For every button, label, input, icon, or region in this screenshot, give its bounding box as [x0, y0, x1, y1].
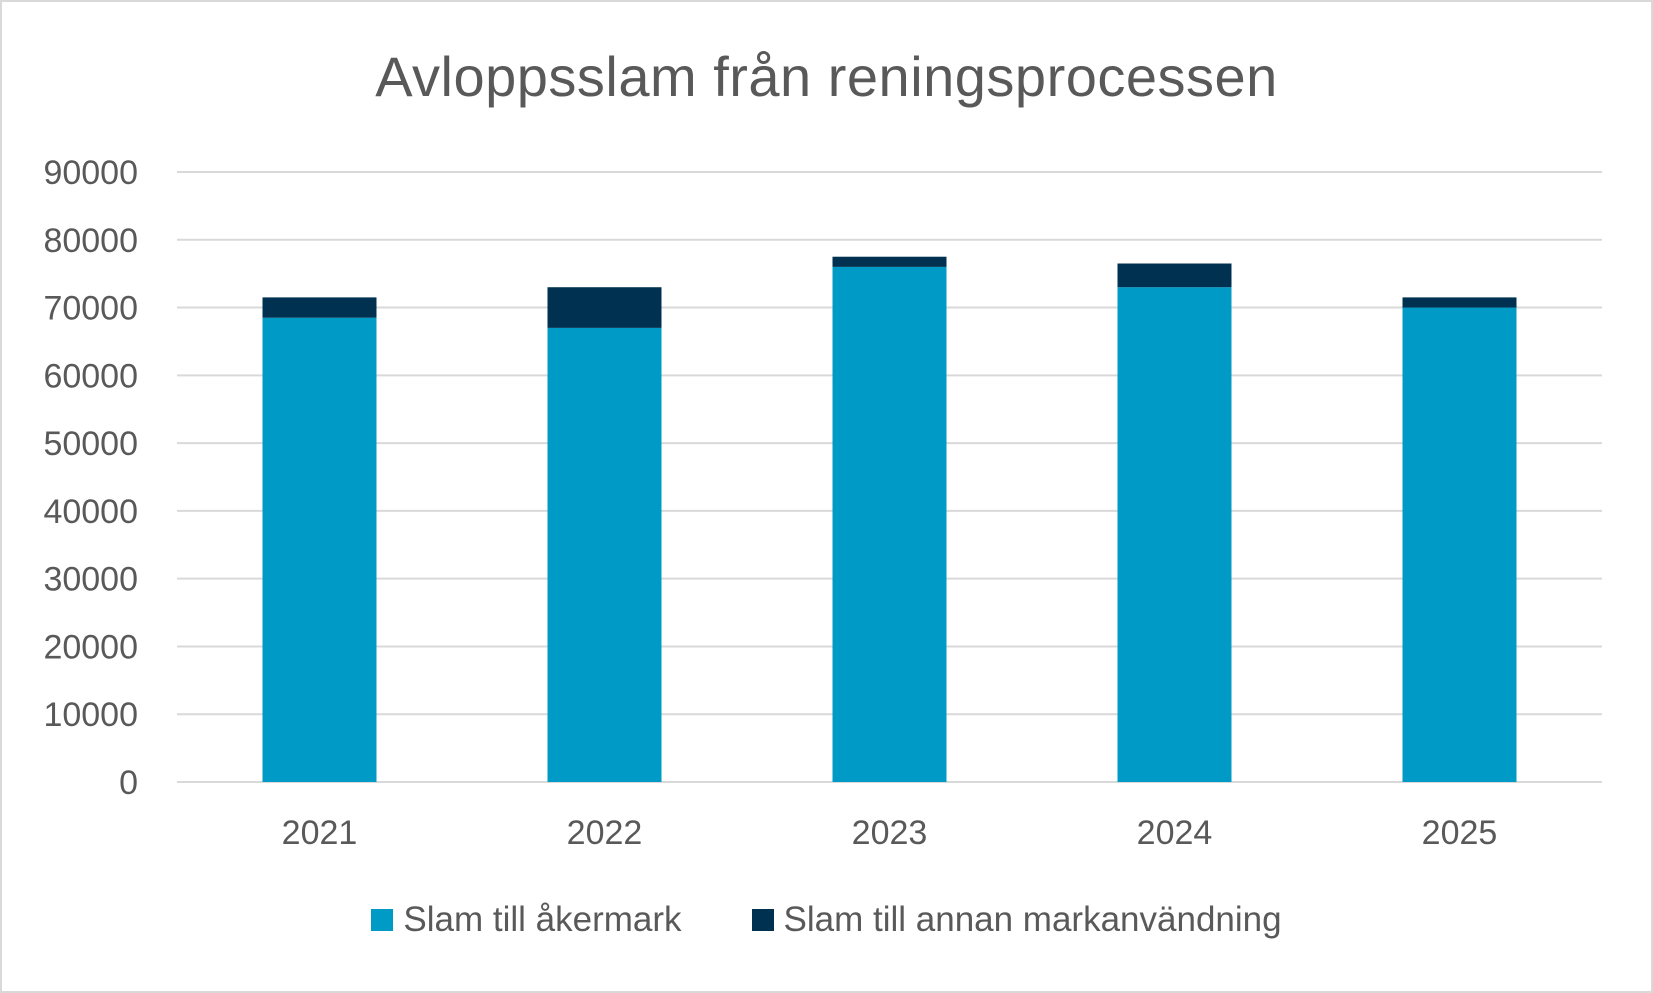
legend-swatch — [371, 909, 394, 931]
bar-segment-2023-series-1 — [832, 256, 947, 267]
chart-title: Avloppsslam från reningsprocessen — [375, 45, 1278, 108]
bar-segment-2021-series-1 — [262, 297, 377, 318]
y-tick-label: 50000 — [43, 425, 138, 463]
legend-item-akermark: Slam till åkermark — [371, 900, 682, 940]
y-tick-label: 60000 — [43, 357, 138, 395]
x-tick-label: 2021 — [282, 814, 358, 852]
x-tick-label: 2022 — [567, 814, 643, 852]
y-tick-label: 70000 — [43, 290, 138, 328]
bar-segment-2025-series-0 — [1402, 307, 1517, 782]
y-tick-label: 90000 — [43, 154, 138, 192]
bar-segment-2025-series-1 — [1402, 297, 1517, 308]
legend-label: Slam till åkermark — [403, 900, 682, 939]
x-tick-label: 2024 — [1137, 814, 1213, 852]
legend-swatch — [751, 909, 774, 931]
legend-label: Slam till annan markanvändning — [783, 900, 1282, 939]
y-tick-label: 10000 — [43, 696, 138, 734]
bar-segment-2024-series-1 — [1117, 263, 1232, 288]
bar-segment-2023-series-0 — [832, 266, 947, 782]
x-tick-label: 2025 — [1422, 814, 1498, 852]
bars — [262, 256, 1517, 782]
legend: Slam till åkermark Slam till annan marka… — [2, 900, 1651, 940]
x-tick-label: 2023 — [852, 814, 928, 852]
bar-segment-2022-series-0 — [547, 327, 662, 782]
x-axis-ticks: 2021 2022 2023 2024 2025 — [282, 814, 1498, 852]
bar-segment-2021-series-0 — [262, 317, 377, 782]
y-tick-label: 20000 — [43, 628, 138, 666]
bar-segment-2022-series-1 — [547, 287, 662, 328]
legend-item-annan-markanvandning: Slam till annan markanvändning — [751, 900, 1282, 940]
bar-segment-2024-series-0 — [1117, 287, 1232, 782]
y-axis-ticks: 0 10000 20000 30000 40000 50000 60000 70000 8000… — [43, 154, 138, 802]
y-tick-label: 40000 — [43, 493, 138, 531]
y-tick-label: 30000 — [43, 561, 138, 599]
y-tick-label: 0 — [119, 764, 138, 802]
y-tick-label: 80000 — [43, 222, 138, 260]
